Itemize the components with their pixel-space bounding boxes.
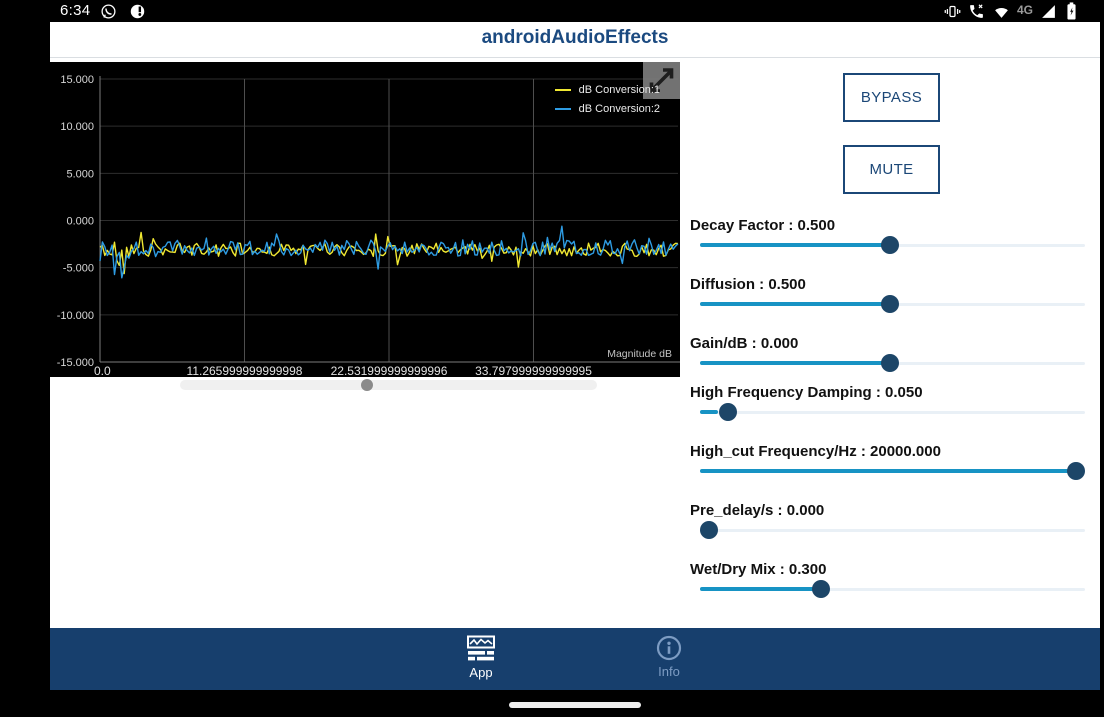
slider-fill [700, 469, 1083, 473]
slider-thumb[interactable] [719, 403, 738, 421]
slider-row: High Frequency Damping : 0.050 [690, 384, 1090, 432]
slider-fill [700, 243, 889, 247]
magnitude-db-label: Magnitude dB [607, 348, 672, 360]
signal-strength-icon [1042, 5, 1055, 18]
slider[interactable] [700, 403, 1085, 421]
legend-item: dB Conversion:1 [554, 84, 660, 96]
slider-fill [700, 302, 889, 306]
legend-swatch [554, 89, 571, 91]
whatsapp-icon [101, 4, 116, 19]
nav-item-info[interactable]: Info [619, 635, 719, 679]
info-icon [656, 635, 682, 661]
vibrate-icon [944, 5, 961, 18]
slider[interactable] [700, 354, 1085, 372]
slider-label: High Frequency Damping : 0.050 [690, 384, 923, 401]
nav-item-app[interactable]: App [431, 635, 531, 680]
slider-thumb[interactable] [1067, 462, 1085, 480]
clock-label: 6:34 [60, 2, 91, 19]
chart-x-axis-label: 33.797999999999995 [475, 364, 592, 377]
slider-row: Decay Factor : 0.500 [690, 217, 1090, 265]
slider-label: Pre_delay/s : 0.000 [690, 502, 825, 519]
slider-thumb[interactable] [881, 354, 900, 372]
slider-row: Diffusion : 0.500 [690, 276, 1090, 324]
chart-scrollbar[interactable] [180, 379, 597, 391]
magnitude-chart[interactable]: 15.000 10.000 5.000 0.000 -5.000 -10.000 -15.0… [50, 62, 680, 377]
network-type-label: 4G [1017, 3, 1034, 17]
slider-label: Gain/dB : 0.000 [690, 335, 799, 352]
waveform-series [99, 225, 679, 279]
expand-chart-button[interactable] [643, 62, 680, 99]
chart-y-axis-label: -5.000 [63, 263, 94, 275]
legend-label: dB Conversion:1 [578, 84, 660, 96]
mute-button[interactable]: MUTE [843, 145, 940, 194]
chart-legend: dB Conversion:1 dB Conversion:2 [554, 84, 660, 115]
slider[interactable] [700, 521, 1085, 539]
bypass-button[interactable]: BYPASS [843, 73, 940, 122]
legend-item: dB Conversion:2 [554, 103, 660, 115]
battery-charging-icon [1067, 2, 1076, 20]
wifi-calling-icon [970, 4, 983, 18]
slider-label: Decay Factor : 0.500 [690, 217, 836, 234]
chart-x-axis-label: 22.531999999999996 [331, 364, 448, 377]
chart-x-axis-label: 0.0 [94, 364, 111, 377]
slider-label: High_cut Frequency/Hz : 20000.000 [690, 443, 941, 460]
slider-row: Pre_delay/s : 0.000 [690, 502, 1090, 550]
chart-y-axis-label: 5.000 [66, 168, 94, 180]
wifi-icon [995, 7, 1008, 18]
slider[interactable] [700, 580, 1085, 598]
page-title: androidAudioEffects [481, 27, 669, 48]
slider[interactable] [700, 462, 1085, 480]
data-usage-icon [130, 4, 145, 19]
magnitude-chart-plot[interactable]: 15.000 10.000 5.000 0.000 -5.000 -10.000 -15.0… [50, 62, 680, 377]
slider-row: High_cut Frequency/Hz : 20000.000 [690, 443, 1090, 491]
chart-y-axis-label: -15.000 [57, 357, 94, 369]
slider-label: Wet/Dry Mix : 0.300 [690, 561, 827, 578]
chart-y-axis-label: 15.000 [60, 74, 94, 86]
slider-fill [700, 410, 719, 414]
nav-label: App [469, 665, 493, 680]
home-indicator[interactable] [509, 702, 641, 708]
app-chart-icon [467, 635, 495, 661]
chart-background [50, 62, 680, 377]
slider-track [700, 587, 1085, 591]
slider-thumb[interactable] [881, 236, 900, 254]
slider-fill [700, 587, 816, 591]
legend-swatch [554, 108, 571, 110]
waveform-series [99, 231, 679, 275]
chart-x-axis-label: 11.265999999999998 [187, 364, 303, 377]
slider-track [700, 528, 1085, 532]
slider[interactable] [700, 236, 1085, 254]
slider-row: Gain/dB : 0.000 [690, 335, 1090, 383]
slider-row: Wet/Dry Mix : 0.300 [690, 561, 1090, 609]
title-divider [50, 57, 1100, 58]
slider-thumb[interactable] [881, 295, 900, 313]
legend-label: dB Conversion:2 [578, 103, 660, 115]
slider-label: Diffusion : 0.500 [690, 276, 806, 293]
chart-scrollbar-thumb[interactable] [361, 379, 374, 391]
expand-icon [649, 68, 674, 93]
slider-thumb[interactable] [700, 521, 718, 539]
bottom-nav: App Info [50, 628, 1100, 690]
chart-y-axis-label: -10.000 [57, 310, 94, 322]
nav-label: Info [658, 664, 680, 679]
slider-track [700, 410, 1085, 414]
status-bar: 6:34 4G [0, 0, 1104, 22]
chart-y-axis-label: 0.000 [66, 216, 94, 228]
chart-y-axis-label: 10.000 [60, 121, 94, 133]
slider-fill [700, 361, 889, 365]
app-window: androidAudioEffects 15.000 10.000 5.000 0.0… [50, 22, 1100, 628]
slider[interactable] [700, 295, 1085, 313]
slider-thumb[interactable] [812, 580, 831, 598]
